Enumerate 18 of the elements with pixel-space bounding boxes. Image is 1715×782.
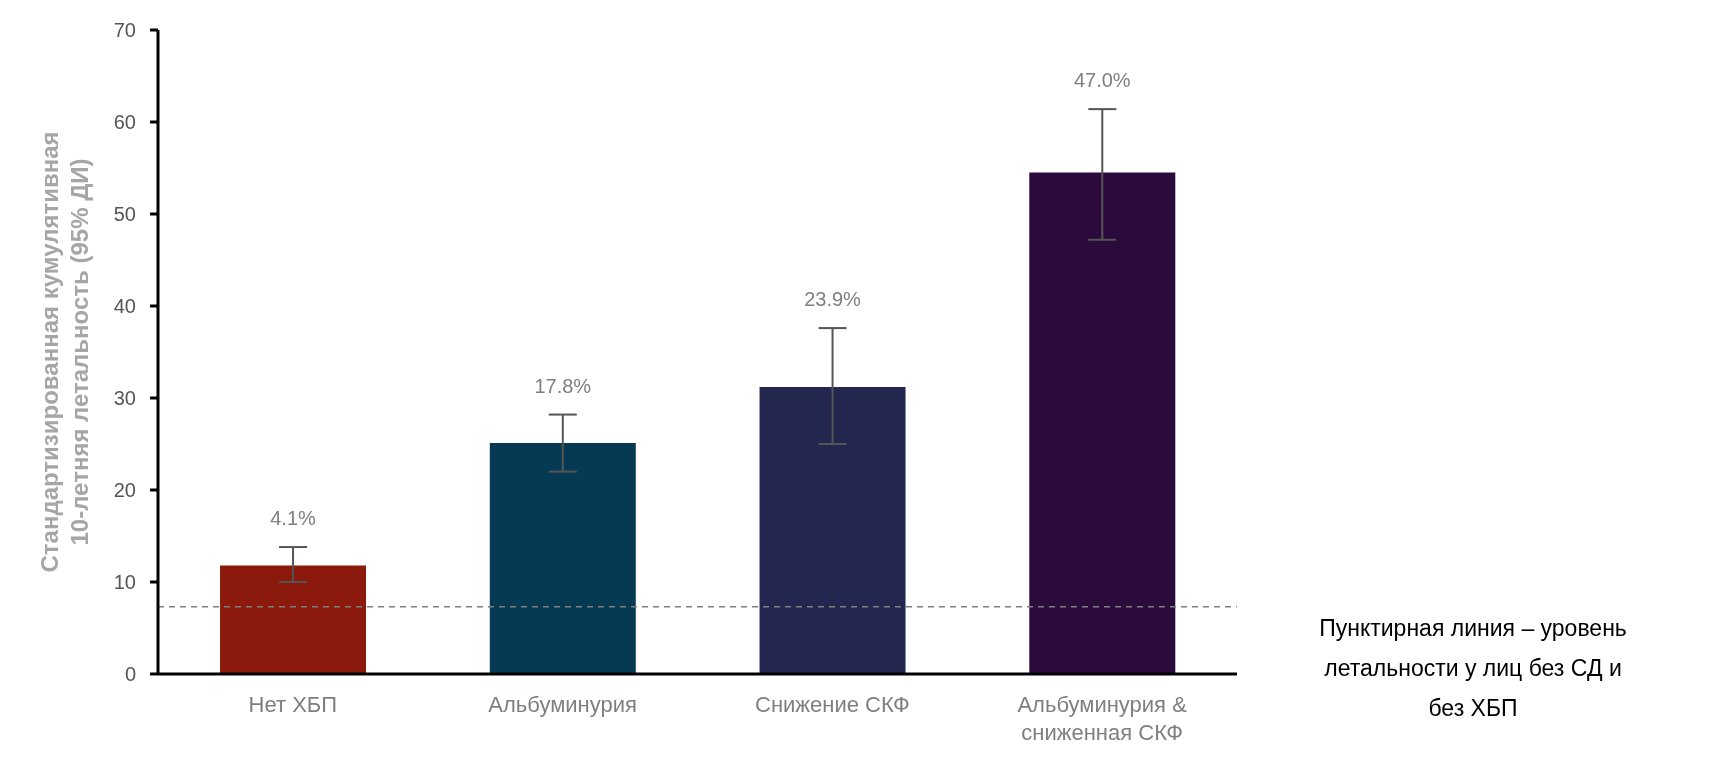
x-tick-label: Альбуминурия — [488, 692, 637, 717]
y-tick-label: 60 — [113, 111, 136, 134]
y-tick-label: 70 — [113, 19, 136, 42]
annotation: 47.0% — [1073, 69, 1131, 92]
x-tick-label: Альбуминурия & сниженная СКФ — [1017, 692, 1188, 745]
annotation: 23.9% — [804, 288, 862, 311]
y-tick-label: 10 — [113, 571, 136, 594]
text: Пунктирная линия – уровень летальности у лиц без СД и без ХБП — [1319, 615, 1627, 721]
y-tick-label: 20 — [113, 479, 136, 502]
annotation: 4.1% — [270, 507, 317, 530]
y-axis-title: Стандартизированная кумулятивная 10-летняя летальность (95% ДИ) — [36, 131, 93, 573]
y-tick-label: 30 — [113, 387, 136, 410]
y-tick-label: 50 — [113, 203, 136, 226]
y-tick-label: 0 — [124, 663, 136, 686]
y-tick-label: 40 — [113, 295, 136, 318]
x-tick-label: Нет ХБП — [248, 692, 338, 717]
x-tick-label: Снижение СКФ — [755, 692, 910, 717]
annotation: 17.8% — [534, 374, 592, 397]
